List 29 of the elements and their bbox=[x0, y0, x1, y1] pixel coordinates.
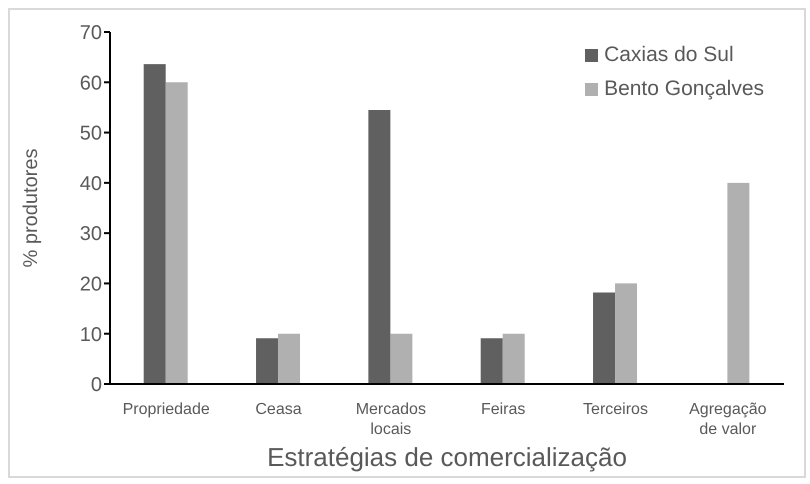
bar bbox=[144, 64, 166, 384]
x-tick-label: Feiras bbox=[480, 401, 526, 418]
x-axis-title: Estratégias de comercialização bbox=[267, 442, 627, 472]
bar bbox=[480, 338, 503, 384]
y-axis-title: % produtores bbox=[20, 148, 42, 268]
bar bbox=[256, 338, 278, 384]
bar bbox=[368, 110, 390, 384]
bar bbox=[615, 283, 638, 384]
bar bbox=[593, 292, 616, 384]
y-tick-label: 30 bbox=[80, 223, 102, 246]
x-tick-label: Ceasa bbox=[255, 401, 302, 418]
legend-label: Caxias do Sul bbox=[604, 42, 734, 68]
bar bbox=[166, 82, 188, 384]
bar bbox=[278, 334, 300, 384]
x-tick-label: Agregação de valor bbox=[689, 401, 767, 438]
legend-label: Bento Gonçalves bbox=[604, 76, 764, 102]
y-tick-label: 10 bbox=[80, 324, 102, 346]
x-tick-label: Terceiros bbox=[583, 401, 648, 418]
bar bbox=[502, 334, 525, 384]
y-tick-label: 40 bbox=[80, 172, 102, 195]
y-tick-label: 60 bbox=[80, 72, 102, 94]
y-tick-label: 20 bbox=[80, 274, 102, 296]
x-tick-label: Propriedade bbox=[122, 401, 210, 418]
y-tick-label: 70 bbox=[80, 22, 102, 44]
y-tick-label: 50 bbox=[80, 122, 102, 145]
y-tick-label: 0 bbox=[90, 374, 102, 396]
bar bbox=[390, 334, 412, 384]
x-tick-label: Mercados locais bbox=[356, 401, 426, 438]
bar bbox=[727, 182, 750, 384]
